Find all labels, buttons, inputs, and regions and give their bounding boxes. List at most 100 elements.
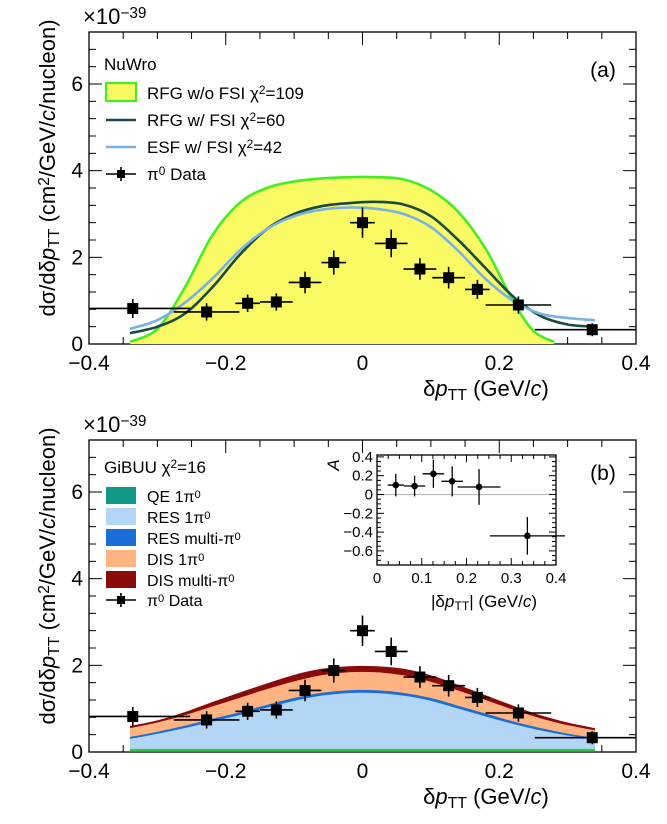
panel-b-x-tick-label: 0.2: [485, 760, 514, 783]
panel-a-legend-label-part: χ: [245, 84, 259, 103]
inset-y-tick-label: −0.2: [343, 505, 373, 522]
panel-a-exponent-label: ×10−39: [83, 4, 146, 29]
panel-b-y-tick-label-part: 6: [71, 481, 83, 504]
panel-b-legend-label-part: π: [147, 593, 158, 610]
inset-x-tick-label-part: 0.3: [501, 570, 522, 587]
panel-b-legend-title: GiBUU χ2=16: [104, 457, 206, 477]
panel-b-legend-label-part: Data: [164, 593, 202, 610]
panel-a-data-point: [357, 217, 368, 229]
panel-a-exponent-label-part: −39: [120, 5, 146, 22]
panel-a-data-point: [299, 276, 311, 288]
panel-b-exponent-label-part: ×10: [83, 412, 120, 437]
panel-b-legend-label-part: 0: [204, 510, 210, 522]
panel-a-y-tick-label-part: 6: [71, 73, 83, 96]
panel-a-exponent-label-part: ×10: [83, 4, 120, 29]
panel-a-data-point: [328, 257, 340, 269]
inset-y-tick-label-part: 0.2: [352, 468, 373, 485]
panel-b-y-axis-title-part: c: [35, 518, 60, 529]
panel-b-x-tick-label-part: 0: [357, 760, 369, 783]
panel-a-data-point: [385, 237, 397, 249]
panel-a-x-tick-label-part: 0: [357, 352, 369, 375]
panel-b-legend-label: π0 Data: [147, 593, 203, 610]
inset-x-axis-title-part: c: [523, 592, 532, 611]
panel-b-legend-label: RES multi-π0: [147, 531, 241, 548]
panel-b-panel-label-part: (b): [590, 462, 616, 485]
panel-b-y-tick-label: 2: [71, 654, 83, 677]
panel-b-legend-title-part: GiBUU χ: [104, 458, 171, 477]
panel-b-x-tick-label: −0.2: [205, 760, 246, 783]
panel-a-legend-label-part: χ: [236, 111, 250, 130]
panel-b-exponent-label-part: −39: [120, 413, 146, 430]
panel-b-y-tick-label-part: 4: [71, 568, 83, 591]
panel-b-legend-swatch: [106, 571, 136, 588]
panel-b-data-point: [270, 704, 282, 716]
panel-a-y-axis-title: dσ/dδpTT (cm2/GeV/c/nucleon): [35, 19, 63, 316]
panel-b-x-tick-label-part: −0.4: [68, 760, 110, 783]
panel-b-legend-label-part: DIS 1π: [147, 552, 198, 569]
panel-b-x-axis-title-part: (GeV/: [467, 784, 531, 809]
panel-b-legend-label-part: RES multi-π: [147, 531, 235, 548]
panel-a-x-axis-title-part: p: [434, 376, 447, 401]
panel-b-x-axis-title-part: ): [542, 784, 549, 809]
panel-a-y-axis-title-part: /GeV/: [35, 120, 60, 177]
panel-a-legend-label-part: π: [147, 165, 159, 184]
panel-a-data-point: [242, 297, 254, 309]
inset-x-axis-title-part: TT: [454, 599, 469, 613]
inset-x-tick-label-part: 0.2: [456, 570, 477, 587]
inset-point: [475, 483, 483, 491]
panel-a-x-tick-label-part: −0.4: [68, 352, 110, 375]
panel-a-y-tick-label: 2: [71, 246, 83, 269]
panel-a-x-tick-label: 0.2: [485, 352, 514, 375]
panel-a-series-line-1: [129, 200, 596, 335]
panel-b-x-axis-title-part: p: [434, 784, 447, 809]
inset-x-tick-label: 0: [373, 570, 381, 587]
panel-b-data-point: [299, 684, 311, 696]
panel-a-y-tick-label-part: 4: [71, 160, 83, 183]
panel-a-data-point: [512, 299, 524, 311]
panel-a-x-tick-label: 0.4: [621, 352, 651, 375]
inset-y-tick-label-part: −0.4: [343, 524, 373, 541]
panel-b-y-tick-label: 4: [71, 568, 83, 591]
panel-b-y-axis-title-part: /nucleon): [35, 427, 60, 518]
panel-b-panel-label: (b): [590, 462, 616, 485]
panel-b-legend-label-part: RES 1π: [147, 510, 204, 527]
panel-b-y-tick-label: 6: [71, 481, 83, 504]
panel-a-data-point: [471, 283, 483, 295]
panel-a-y-axis-title-part: (cm: [35, 186, 60, 229]
panel-a-legend-label: ESF w/ FSI χ2=42: [147, 137, 282, 157]
panel-b-legend-label: DIS 1π0: [147, 552, 204, 569]
panel-b-y-axis-title-part: p: [35, 656, 60, 669]
panel-a-legend-label: RFG w/ FSI χ2=60: [147, 110, 285, 130]
panel-a-legend-data-marker: [117, 170, 125, 178]
panel-a-legend-label-part: 2: [249, 110, 256, 124]
panel-b-legend-swatch: [106, 487, 136, 504]
panel-a-panel-label: (a): [590, 59, 616, 82]
panel-b-legend-label-part: 0: [195, 489, 201, 501]
panel-b-legend-label-part: 0: [158, 593, 164, 605]
panel-b-x-tick-label-part: −0.2: [205, 760, 246, 783]
panel-b-data-point: [471, 691, 483, 703]
panel-b-legend-label: RES 1π0: [147, 510, 211, 527]
panel-a-y-axis-title-part: p: [35, 248, 60, 261]
inset-frame: [376, 454, 557, 566]
inset-x-axis-title: |δpTT| (GeV/c): [431, 592, 537, 613]
panel-b-legend-label: DIS multi-π0: [147, 573, 235, 590]
panel-a-panel-label-part: (a): [590, 59, 616, 82]
panel-a-x-tick-label-part: 0.4: [621, 352, 651, 375]
panel-a-y-axis-title-part: dσ/dδ: [35, 260, 60, 316]
panel-b-legend-label-part: DIS multi-π: [147, 573, 228, 590]
panel-a-x-tick-label: −0.2: [205, 352, 246, 375]
inset-y-tick-label-part: −0.2: [343, 505, 373, 522]
panel-a-legend-swatch: [104, 81, 138, 103]
inset-y-axis-title-part: A: [324, 459, 343, 471]
inset-point: [411, 482, 418, 490]
panel-b-data-point: [127, 710, 139, 722]
panel-a-data-point: [127, 302, 139, 314]
inset-x-tick-label: 0.2: [456, 570, 477, 587]
panel-b-x-tick-label: 0.4: [621, 760, 651, 783]
panel-b-data-point: [242, 705, 254, 717]
panel-b-y-axis-title-part: (cm: [35, 594, 60, 637]
inset-x-tick-label-part: 0: [373, 570, 381, 587]
inset-x-axis-title-part: p: [444, 592, 454, 611]
